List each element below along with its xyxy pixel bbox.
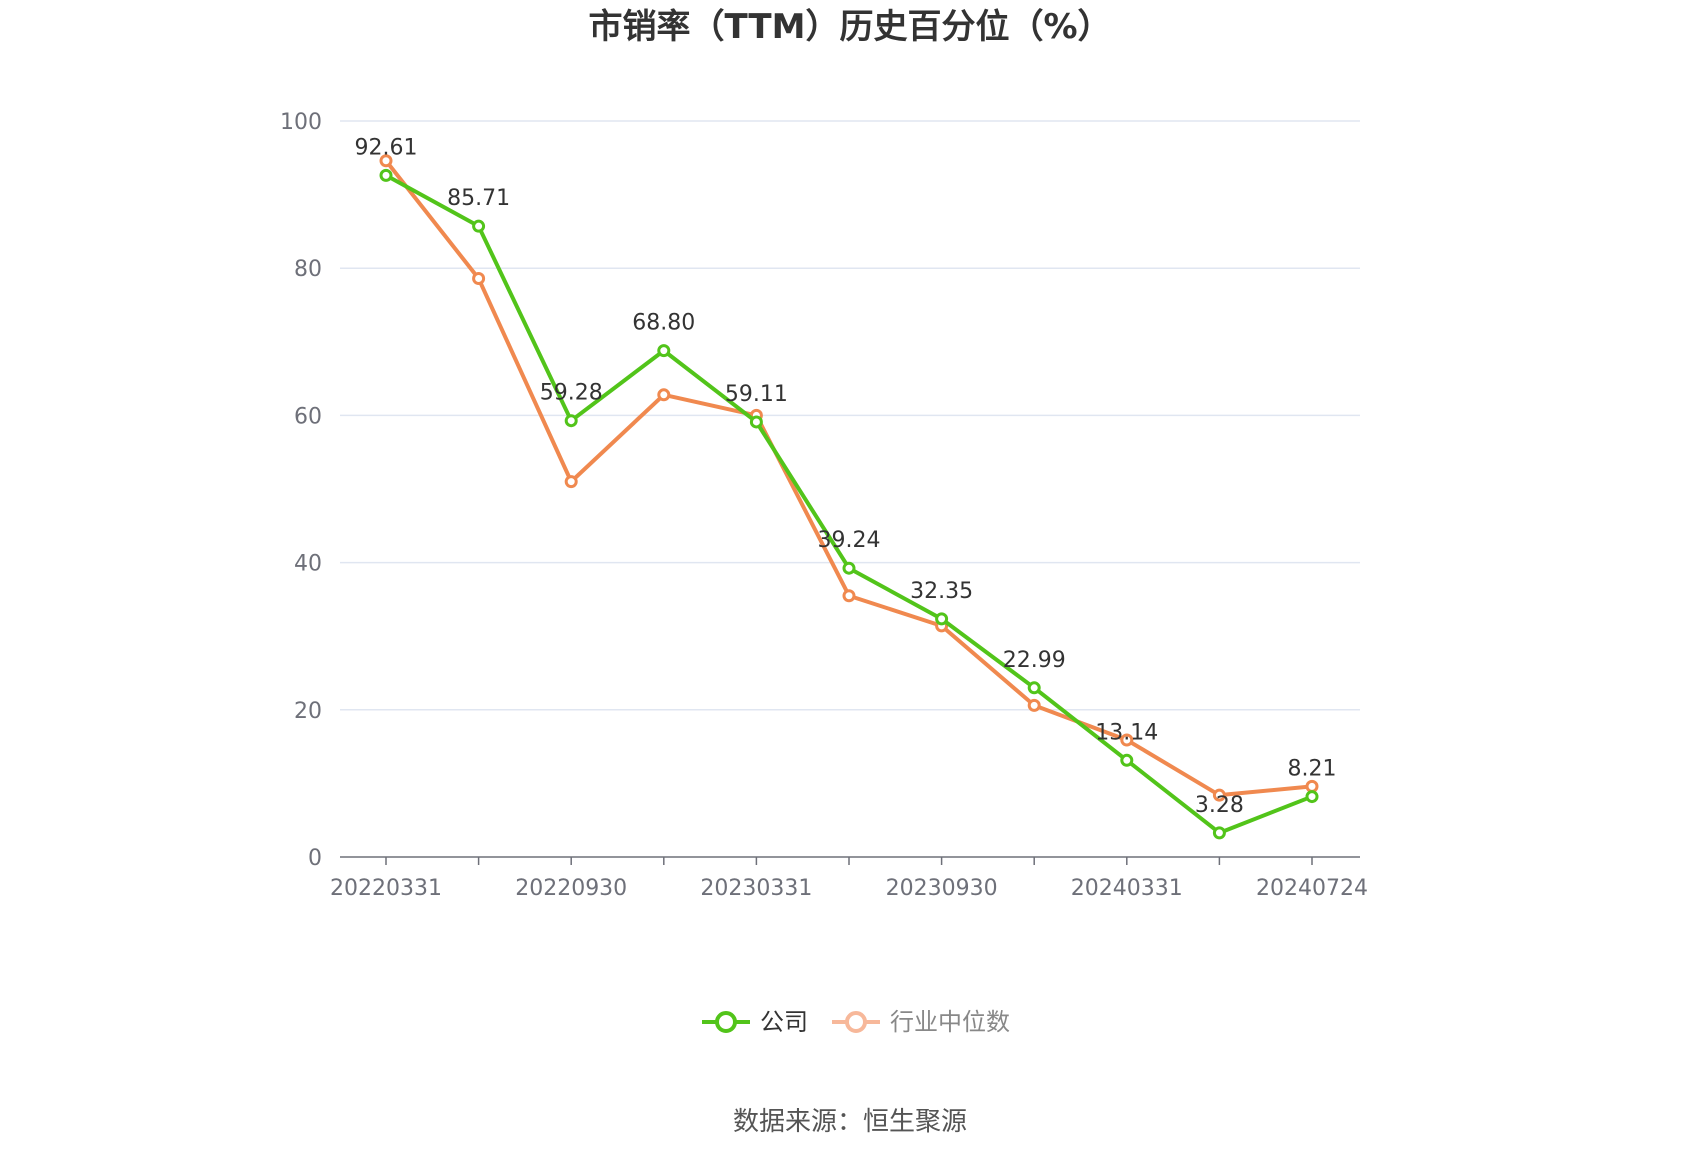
data-point-company [1027, 681, 1041, 695]
data-point-industry [657, 388, 671, 402]
legend-label-industry: 行业中位数 [890, 1008, 1010, 1036]
data-point-company [472, 219, 486, 233]
axes: 0 20 40 60 80 100 20220331 20220930 20230331 2023… [280, 110, 1368, 901]
data-point-company [842, 561, 856, 575]
data-point-industry [1305, 779, 1319, 793]
data-label: 39.24 [818, 528, 881, 553]
legend: 公司 行业中位数 [702, 1008, 1010, 1036]
data-point-industry [379, 154, 393, 168]
legend-marker-company [715, 1011, 737, 1033]
data-point-company [1305, 790, 1319, 804]
source-text: 数据来源：恒生聚源 [733, 1107, 967, 1137]
y-tick-label: 20 [294, 699, 322, 724]
data-label: 59.11 [725, 382, 788, 407]
x-tick-label: 20230331 [700, 876, 812, 901]
data-point-industry [1212, 788, 1226, 802]
data-point-company [564, 414, 578, 428]
legend-item-company[interactable]: 公司 [702, 1008, 808, 1036]
y-tick-label: 40 [294, 552, 322, 577]
data-label: 8.21 [1288, 757, 1337, 782]
data-point-company [1212, 826, 1226, 840]
data-point-company [749, 415, 763, 429]
data-point-company [379, 168, 393, 182]
x-tick-label: 20220930 [515, 876, 627, 901]
y-tick-label: 80 [294, 257, 322, 282]
data-point-industry [472, 272, 486, 286]
data-label: 22.99 [1003, 648, 1066, 673]
x-tick-label: 20230930 [886, 876, 998, 901]
data-label: 68.80 [632, 311, 695, 336]
data-labels: 92.61 85.71 59.28 68.80 59.11 39.24 32.35 22.99… [355, 135, 1337, 817]
data-label: 13.14 [1095, 720, 1158, 745]
x-tick-label: 20220331 [330, 876, 442, 901]
series-lines [379, 154, 1319, 840]
chart-title: 市销率（TTM）历史百分位（%） [588, 7, 1111, 47]
legend-item-industry[interactable]: 行业中位数 [832, 1008, 1010, 1036]
legend-label-company: 公司 [760, 1008, 808, 1036]
y-tick-label: 0 [308, 846, 322, 871]
x-tick-label: 20240331 [1071, 876, 1183, 901]
data-label: 85.71 [447, 186, 510, 211]
data-label: 59.28 [540, 381, 603, 406]
data-point-industry [1120, 733, 1134, 747]
y-tick-label: 60 [294, 404, 322, 429]
legend-marker-industry [845, 1011, 867, 1033]
data-point-company [1120, 753, 1134, 767]
data-point-company [657, 344, 671, 358]
data-label: 3.28 [1195, 793, 1244, 818]
grid-lines [340, 120, 1360, 711]
data-point-industry [564, 475, 578, 489]
data-label: 92.61 [355, 135, 418, 160]
series-line-industry [384, 159, 1313, 798]
y-tick-label: 100 [280, 110, 322, 135]
data-point-company [935, 612, 949, 626]
series-line-company [385, 173, 1313, 835]
x-tick-label: 20240724 [1256, 876, 1368, 901]
data-point-industry [1027, 698, 1041, 712]
data-label: 32.35 [910, 579, 973, 604]
data-point-industry [842, 589, 856, 603]
